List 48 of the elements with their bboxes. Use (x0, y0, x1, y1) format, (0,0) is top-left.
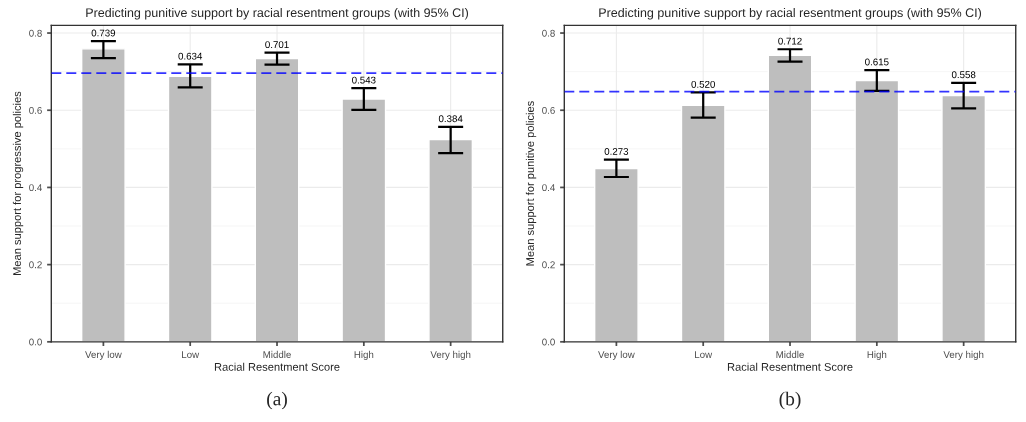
x-tick-label: High (867, 350, 887, 360)
y-tick-label: 0.2 (542, 261, 555, 269)
x-axis-title: Racial Resentment Score (214, 362, 340, 371)
annotation: 0.634 (178, 52, 203, 60)
bar (767, 54, 813, 342)
y-axis-title: Mean support for progressive policies (12, 91, 24, 275)
y-tick-label: 0.8 (29, 29, 42, 37)
y-tick-label: 0.4 (542, 184, 555, 192)
x-tick-label: Very high (430, 350, 471, 360)
annotation: 0.384 (438, 115, 463, 123)
y-tick-label: 0.0 (29, 338, 42, 346)
y-tick-label: 0.0 (542, 338, 555, 346)
bar (254, 57, 300, 342)
text: (a) (267, 391, 287, 410)
x-tick-label: Middle (776, 350, 804, 358)
bar (680, 104, 726, 342)
y-tick-label: 0.6 (29, 106, 42, 114)
chart-title: Predicting punitive support by racial resentment groups (with 95% CI) (599, 7, 982, 20)
bar (80, 48, 126, 342)
y-axis-title: Mean support for punitive policies (525, 101, 537, 266)
annotation: 0.273 (604, 148, 629, 155)
annotation: 0.520 (691, 80, 715, 88)
bar (341, 98, 387, 342)
x-tick-label: Very low (85, 350, 122, 360)
x-tick-label: Low (695, 351, 713, 358)
annotation: 0.558 (951, 71, 976, 79)
y-tick-label: 0.2 (29, 261, 42, 269)
bar (854, 79, 900, 342)
x-axis-title: Racial Resentment Score (727, 362, 853, 371)
x-tick-label: Low (182, 351, 200, 358)
annotation: 0.701 (265, 41, 289, 49)
bar (593, 167, 639, 342)
x-tick-label: Very high (943, 350, 984, 360)
y-tick-label: 0.8 (542, 29, 555, 37)
chart-title: Predicting punitive support by racial resentment groups (with 95% CI) (86, 7, 469, 20)
bar (941, 94, 987, 342)
x-tick-label: Middle (263, 350, 291, 358)
annotation: 0.712 (778, 37, 802, 45)
bar (428, 138, 474, 342)
annotation: 0.615 (865, 58, 889, 66)
x-tick-label: Very low (598, 350, 635, 360)
bar (167, 75, 213, 342)
y-tick-label: 0.6 (542, 106, 555, 114)
text: (b) (779, 391, 801, 410)
annotation: 0.543 (352, 76, 376, 84)
y-tick-label: 0.4 (29, 184, 42, 192)
annotation: 0.739 (91, 29, 116, 37)
x-tick-label: High (354, 350, 374, 360)
